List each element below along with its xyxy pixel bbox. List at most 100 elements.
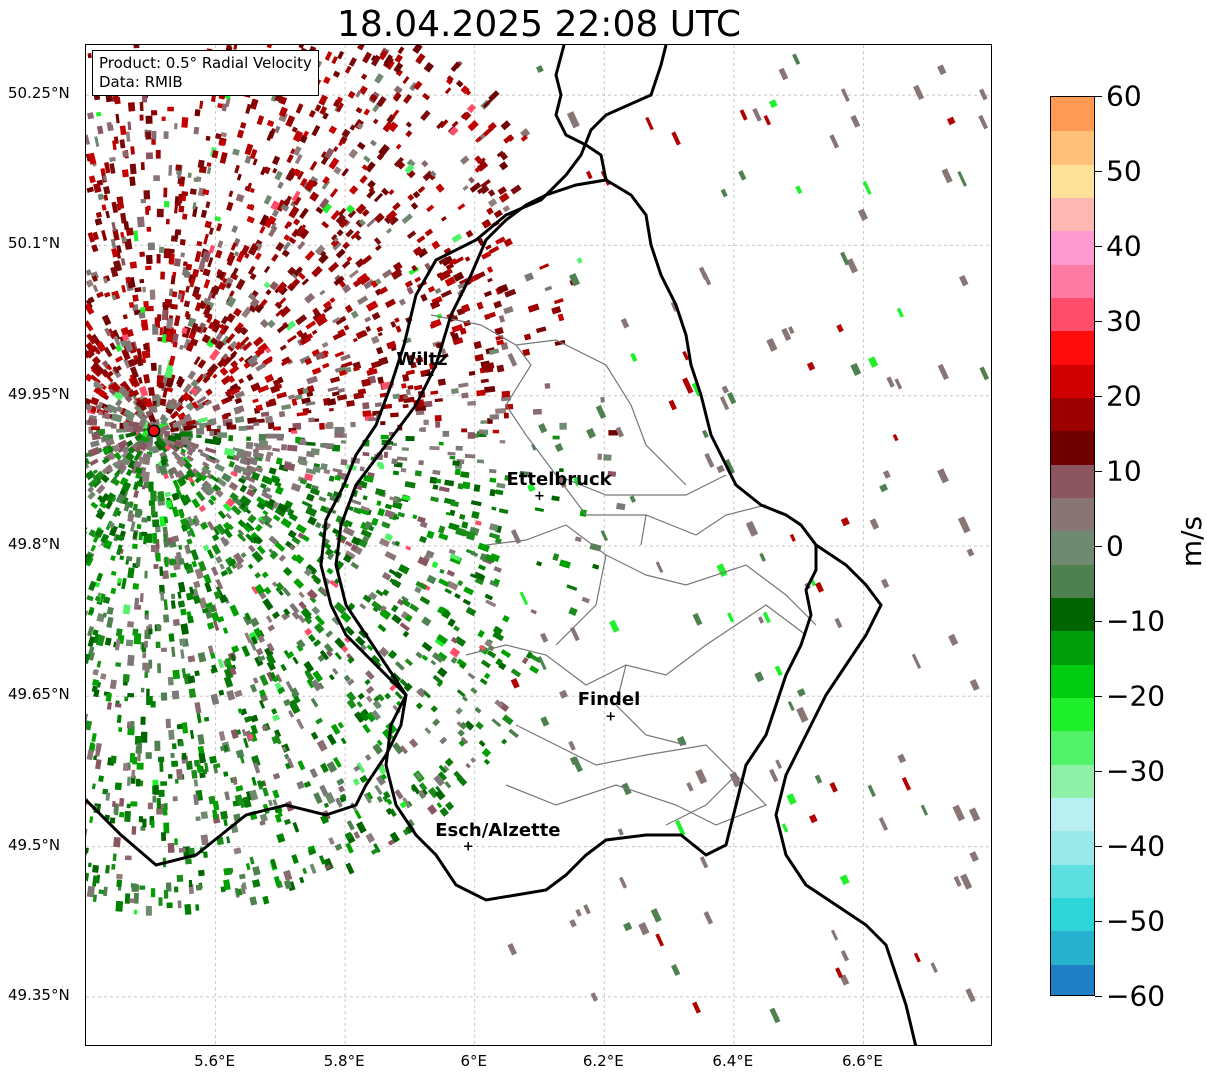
velocity-echo — [369, 93, 378, 102]
velocity-echo — [121, 445, 130, 454]
velocity-echo — [868, 356, 879, 368]
velocity-echo — [96, 572, 104, 582]
velocity-echo — [277, 376, 284, 384]
velocity-echo — [266, 130, 274, 142]
velocity-echo — [346, 691, 357, 702]
velocity-echo — [368, 417, 379, 422]
colorbar-tick-label: −30 — [1106, 754, 1166, 788]
velocity-echo — [236, 173, 242, 181]
velocity-echo — [496, 482, 506, 489]
velocity-echo — [264, 347, 272, 354]
velocity-echo — [162, 807, 168, 816]
velocity-echo — [438, 532, 449, 541]
velocity-echo — [244, 252, 250, 259]
velocity-echo — [152, 779, 159, 787]
velocity-echo — [166, 386, 174, 393]
velocity-echo — [109, 156, 116, 162]
velocity-echo — [376, 795, 384, 803]
velocity-echo — [310, 448, 320, 456]
velocity-echo — [114, 703, 122, 708]
velocity-echo — [175, 164, 182, 171]
velocity-echo — [402, 828, 409, 836]
velocity-echo — [323, 643, 334, 654]
velocity-echo — [153, 785, 159, 795]
velocity-echo — [265, 654, 276, 666]
velocity-echo — [370, 280, 379, 288]
velocity-echo — [92, 231, 100, 241]
velocity-echo — [219, 323, 226, 330]
velocity-echo — [487, 277, 493, 283]
velocity-echo — [249, 617, 260, 628]
velocity-echo — [87, 636, 96, 648]
velocity-echo — [168, 774, 173, 779]
velocity-echo — [124, 855, 132, 861]
velocity-echo — [89, 458, 99, 466]
velocity-echo — [405, 130, 413, 138]
velocity-echo — [482, 99, 492, 109]
velocity-echo — [455, 707, 463, 715]
velocity-echo — [219, 563, 225, 570]
velocity-echo — [86, 828, 88, 839]
velocity-echo — [195, 904, 200, 911]
velocity-echo — [254, 655, 264, 667]
velocity-echo — [352, 778, 360, 786]
velocity-echo — [103, 277, 109, 284]
velocity-echo — [867, 784, 876, 798]
velocity-echo — [446, 75, 454, 83]
velocity-echo — [769, 1007, 781, 1024]
velocity-echo — [87, 296, 95, 304]
velocity-echo — [471, 510, 480, 520]
velocity-echo — [180, 649, 185, 659]
velocity-echo — [124, 893, 131, 904]
velocity-echo — [125, 131, 131, 142]
velocity-echo — [138, 816, 144, 823]
velocity-echo — [382, 121, 393, 133]
velocity-echo — [318, 855, 326, 865]
velocity-echo — [133, 909, 138, 915]
velocity-echo — [350, 310, 359, 319]
velocity-echo — [204, 485, 213, 495]
velocity-echo — [164, 556, 169, 568]
velocity-echo — [335, 315, 347, 326]
velocity-echo — [484, 593, 494, 601]
velocity-echo — [348, 57, 357, 67]
velocity-echo — [319, 505, 332, 515]
velocity-echo — [138, 456, 145, 465]
velocity-echo — [475, 721, 484, 730]
velocity-echo — [480, 659, 491, 669]
velocity-echo — [181, 392, 192, 402]
velocity-echo — [253, 627, 262, 637]
velocity-echo — [110, 496, 117, 503]
velocity-echo — [305, 564, 317, 575]
velocity-echo — [470, 687, 478, 695]
velocity-echo — [716, 464, 725, 474]
velocity-echo — [275, 673, 283, 683]
velocity-echo — [368, 366, 376, 375]
velocity-echo — [314, 614, 325, 626]
velocity-echo — [836, 324, 844, 333]
velocity-echo — [173, 400, 184, 411]
radar-map[interactable]: + + + + — [85, 44, 992, 1046]
velocity-echo — [218, 730, 226, 742]
velocity-echo — [90, 544, 97, 552]
velocity-echo — [209, 348, 221, 361]
velocity-echo — [217, 510, 227, 520]
velocity-echo — [333, 275, 345, 286]
velocity-echo — [88, 418, 98, 426]
velocity-echo — [334, 475, 342, 481]
colorbar-band — [1051, 430, 1094, 465]
velocity-echo — [178, 205, 185, 213]
velocity-echo — [752, 107, 762, 122]
velocity-echo — [316, 739, 328, 752]
velocity-echo — [114, 804, 119, 816]
velocity-echo — [360, 505, 371, 513]
velocity-echo — [368, 591, 378, 601]
velocity-echo — [92, 469, 98, 475]
colorbar-tick-mark — [1095, 171, 1102, 172]
velocity-echo — [323, 468, 331, 475]
velocity-echo — [261, 475, 274, 486]
velocity-echo — [197, 745, 205, 755]
velocity-echo — [225, 566, 234, 575]
velocity-echo — [285, 169, 296, 182]
velocity-echo — [172, 618, 180, 627]
